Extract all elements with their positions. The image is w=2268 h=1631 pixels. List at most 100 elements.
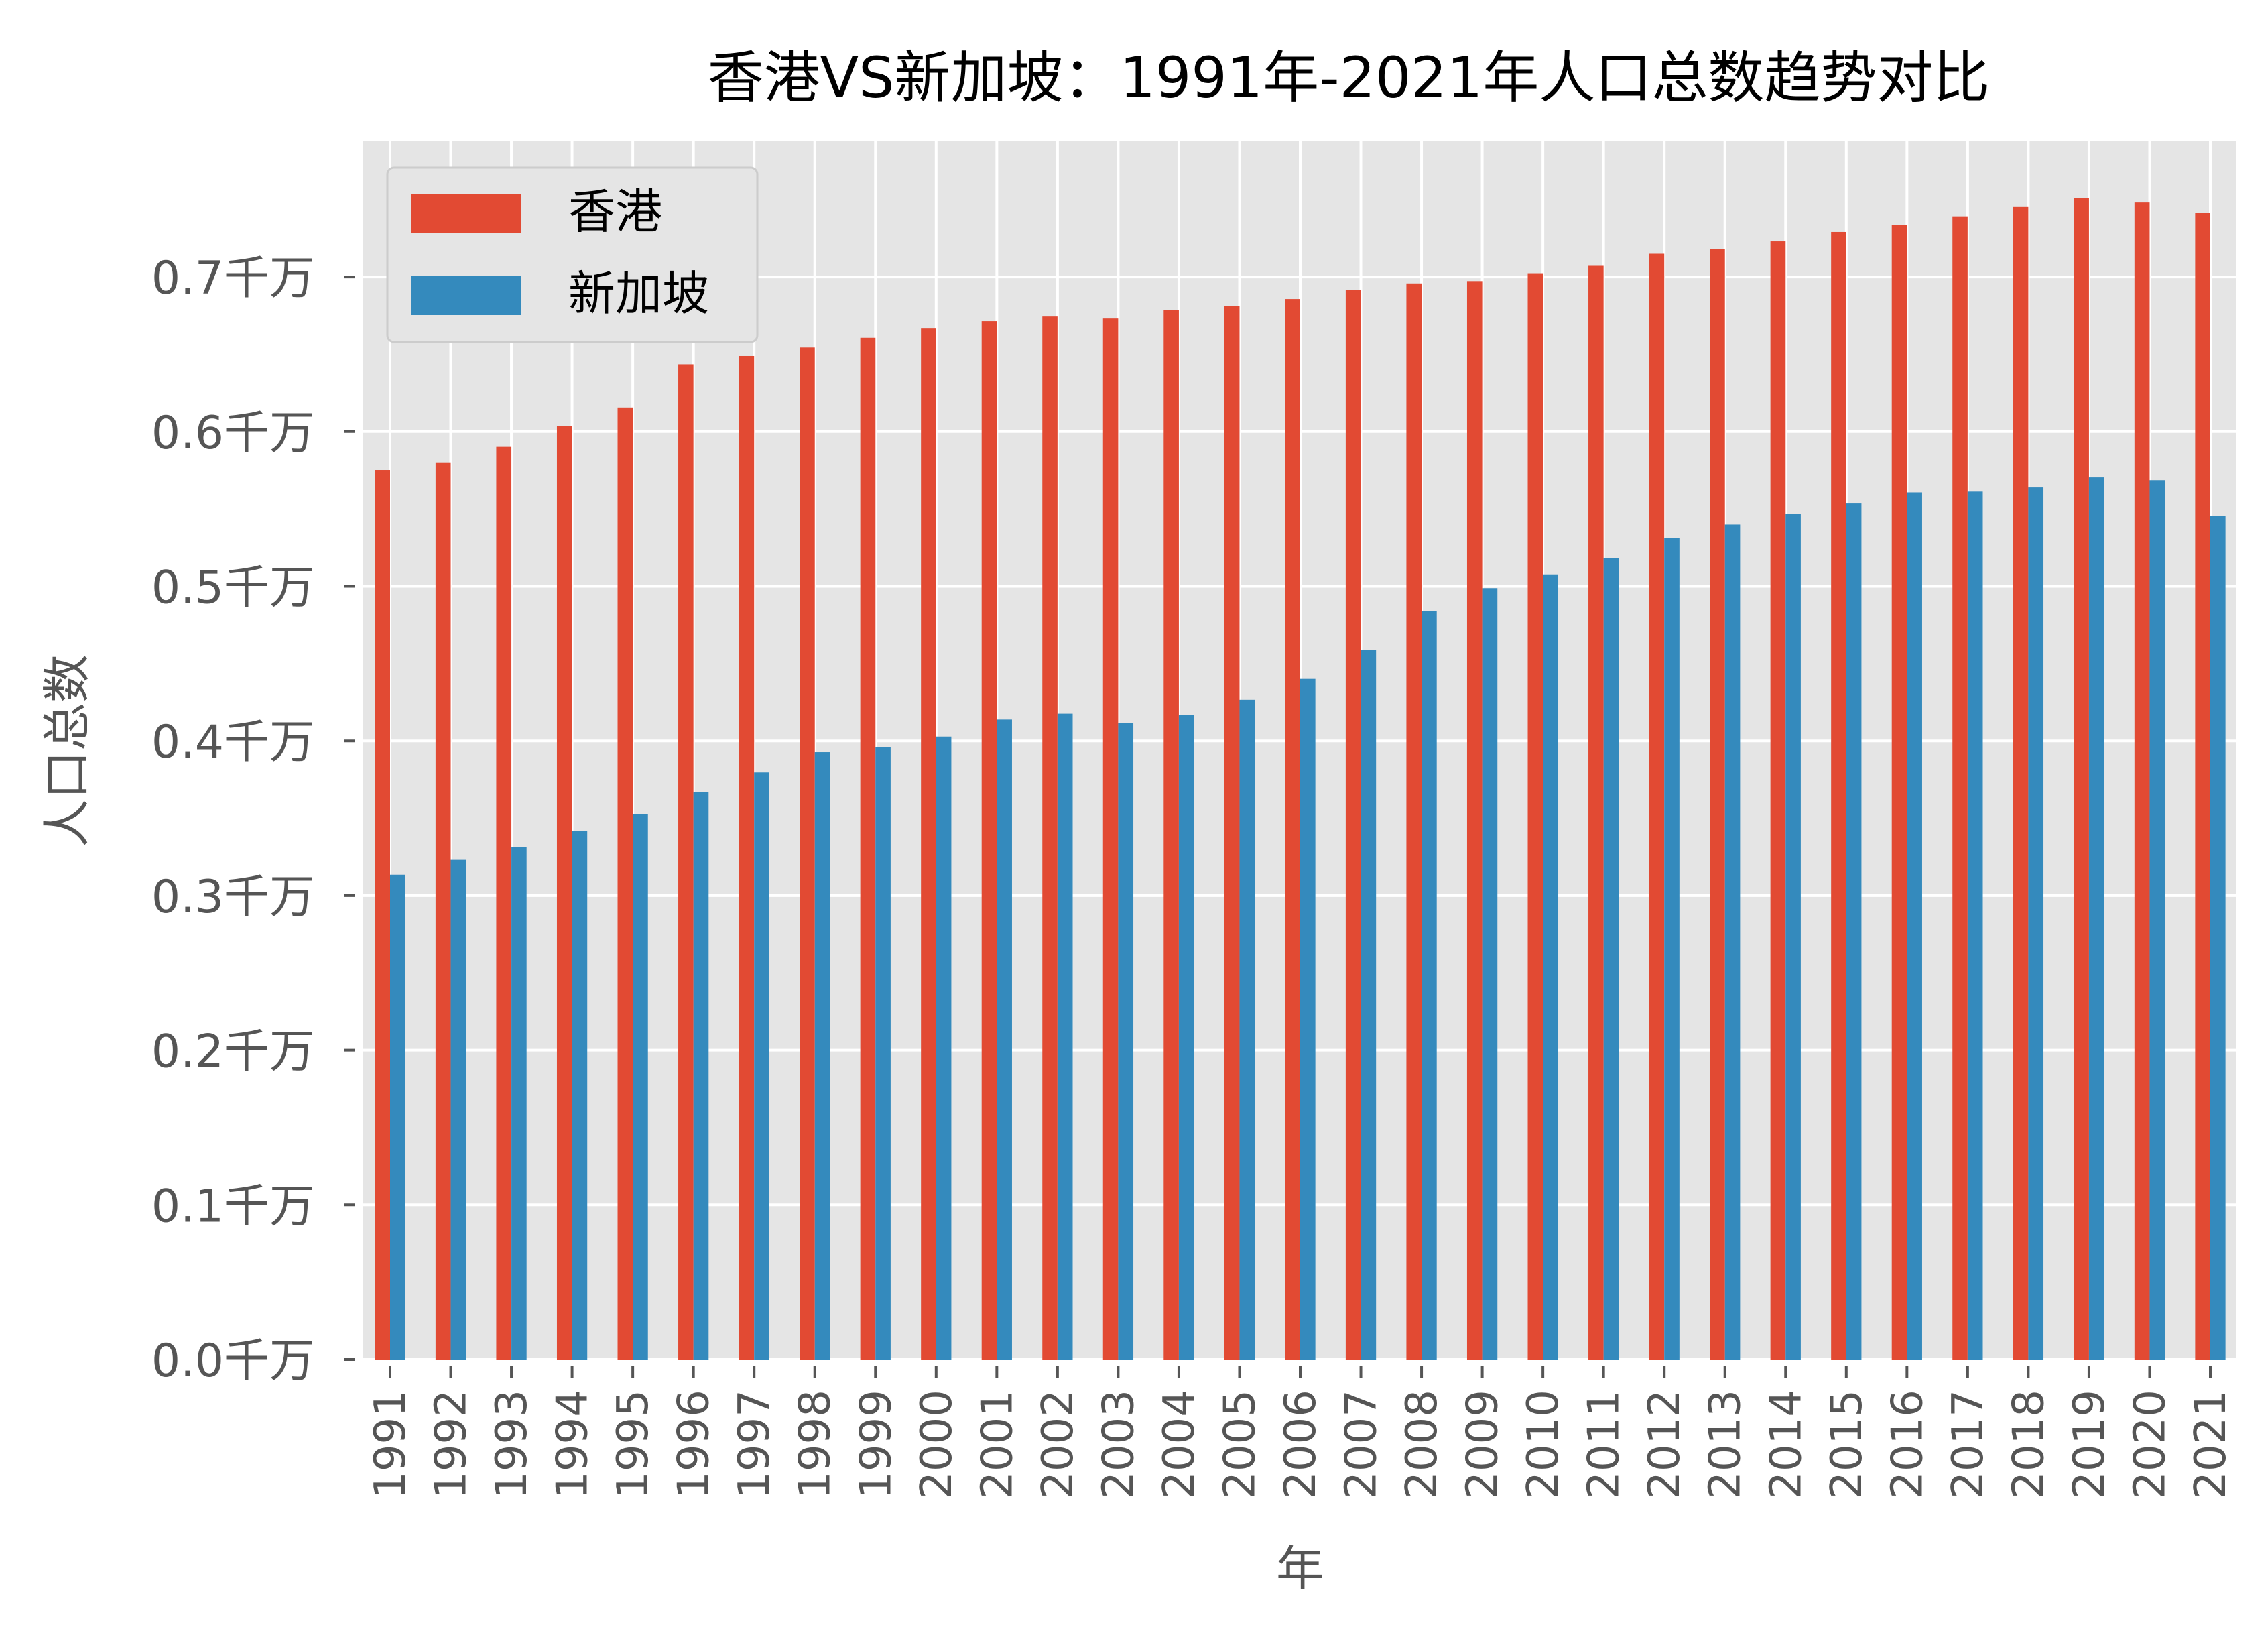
y-tick-label: 0.4千万 <box>151 716 315 769</box>
bar-singapore-2020 <box>2149 480 2165 1360</box>
x-tick-label: 1997 <box>730 1390 779 1499</box>
bar-singapore-2014 <box>1785 514 1801 1360</box>
bar-hongkong-2006 <box>1285 299 1300 1360</box>
bar-hongkong-2004 <box>1163 310 1179 1360</box>
bar-hongkong-1994 <box>556 426 572 1360</box>
bar-singapore-2015 <box>1846 503 1862 1360</box>
bar-singapore-2021 <box>2210 516 2226 1360</box>
bar-hongkong-2014 <box>1770 241 1786 1360</box>
y-tick-label: 0.2千万 <box>151 1026 315 1079</box>
x-tick-label: 2015 <box>1822 1390 1872 1499</box>
bar-hongkong-2001 <box>981 321 997 1360</box>
bar-singapore-2008 <box>1422 611 1437 1360</box>
chart-title: 香港VS新加坡：1991年-2021年人口总数趋势对比 <box>708 45 1990 111</box>
bar-singapore-2001 <box>997 719 1012 1360</box>
bar-singapore-2005 <box>1239 699 1255 1360</box>
x-tick-label: 2004 <box>1155 1390 1204 1499</box>
y-axis: 0.0千万 0.1千万 0.2千万 0.3千万 0.4千万 0.5千万 0.6千万 0.7千万 <box>151 252 355 1388</box>
bar-singapore-1996 <box>693 792 709 1360</box>
x-tick-label: 2020 <box>2125 1390 2175 1499</box>
bar-singapore-2003 <box>1118 723 1134 1360</box>
bar-hongkong-2007 <box>1345 290 1361 1360</box>
bar-singapore-2016 <box>1907 492 1922 1360</box>
x-tick-label: 2008 <box>1397 1390 1447 1499</box>
bar-singapore-1999 <box>875 747 891 1360</box>
x-tick-label: 1992 <box>427 1390 477 1499</box>
x-tick-label: 1995 <box>609 1390 658 1499</box>
bar-hongkong-1998 <box>800 347 815 1360</box>
bar-singapore-1997 <box>754 772 769 1360</box>
legend-label: 新加坡 <box>568 266 709 321</box>
x-tick-label: 1991 <box>366 1390 416 1499</box>
x-axis-label: 年 <box>1276 1541 1324 1597</box>
x-tick-label: 2005 <box>1215 1390 1265 1499</box>
bar-hongkong-2016 <box>1891 225 1907 1360</box>
bar-hongkong-2013 <box>1710 249 1725 1360</box>
legend-swatch <box>411 194 521 233</box>
bar-singapore-2011 <box>1603 558 1619 1360</box>
x-tick-label: 2001 <box>972 1390 1022 1499</box>
x-tick-label: 2016 <box>1883 1390 1932 1499</box>
bar-hongkong-2010 <box>1527 273 1544 1360</box>
bar-hongkong-2009 <box>1466 281 1483 1360</box>
x-tick-label: 2003 <box>1094 1390 1143 1499</box>
bar-hongkong-2020 <box>2134 202 2150 1360</box>
x-tick-label: 2006 <box>1276 1390 1326 1499</box>
bar-hongkong-2017 <box>1952 216 1968 1360</box>
x-tick-label: 2009 <box>1458 1390 1508 1499</box>
bar-singapore-1995 <box>633 814 648 1360</box>
y-axis-label: 人口总数 <box>39 654 95 847</box>
x-tick-label: 2018 <box>2004 1390 2054 1499</box>
y-tick-label: 0.3千万 <box>151 871 315 924</box>
bar-singapore-1993 <box>511 847 527 1360</box>
bar-hongkong-1997 <box>739 355 755 1360</box>
x-tick-label: 2014 <box>1761 1390 1811 1499</box>
bar-hongkong-2018 <box>2013 206 2029 1360</box>
bar-hongkong-2002 <box>1042 316 1058 1360</box>
y-tick-label: 0.5千万 <box>151 562 315 615</box>
x-tick-label: 1998 <box>791 1390 840 1499</box>
bar-singapore-2013 <box>1724 524 1741 1360</box>
bar-hongkong-2003 <box>1102 318 1119 1360</box>
x-tick-label: 2017 <box>1944 1390 1993 1499</box>
bar-hongkong-2005 <box>1224 306 1240 1360</box>
x-tick-label: 2011 <box>1580 1390 1629 1499</box>
bar-singapore-2006 <box>1300 678 1316 1360</box>
x-tick-label: 2000 <box>912 1390 962 1499</box>
bar-hongkong-2008 <box>1406 283 1422 1360</box>
bar-hongkong-1995 <box>617 407 633 1360</box>
x-tick-label: 2010 <box>1519 1390 1568 1499</box>
bar-singapore-1991 <box>390 874 405 1360</box>
y-tick-label: 0.6千万 <box>151 407 315 460</box>
bar-hongkong-1996 <box>678 364 694 1360</box>
y-tick-label: 0.7千万 <box>151 252 315 305</box>
bar-hongkong-2019 <box>2074 198 2089 1360</box>
bar-singapore-2007 <box>1361 650 1377 1360</box>
x-tick-label: 1994 <box>548 1390 598 1499</box>
bar-singapore-1992 <box>450 859 466 1360</box>
bar-hongkong-2015 <box>1831 231 1846 1360</box>
bar-hongkong-1993 <box>496 446 512 1360</box>
bar-singapore-2009 <box>1482 588 1498 1360</box>
x-tick-label: 2012 <box>1640 1390 1690 1499</box>
bar-singapore-1994 <box>572 831 588 1360</box>
y-tick-label: 0.0千万 <box>151 1335 315 1388</box>
x-tick-label: 1996 <box>670 1390 719 1499</box>
bar-hongkong-1992 <box>435 462 451 1360</box>
bars <box>375 198 2226 1360</box>
x-tick-label: 2013 <box>1701 1390 1751 1499</box>
x-tick-label: 2019 <box>2065 1390 2115 1499</box>
bar-hongkong-2012 <box>1649 253 1665 1360</box>
bar-singapore-2018 <box>2028 487 2044 1360</box>
x-tick-label: 1993 <box>487 1390 537 1499</box>
bar-hongkong-1999 <box>860 337 876 1360</box>
y-tick-label: 0.1千万 <box>151 1180 315 1233</box>
x-tick-label: 1999 <box>851 1390 901 1499</box>
legend-label: 香港 <box>568 184 662 239</box>
bar-singapore-2012 <box>1664 538 1680 1360</box>
bar-hongkong-1991 <box>375 470 390 1360</box>
bar-singapore-2017 <box>1967 491 1983 1360</box>
